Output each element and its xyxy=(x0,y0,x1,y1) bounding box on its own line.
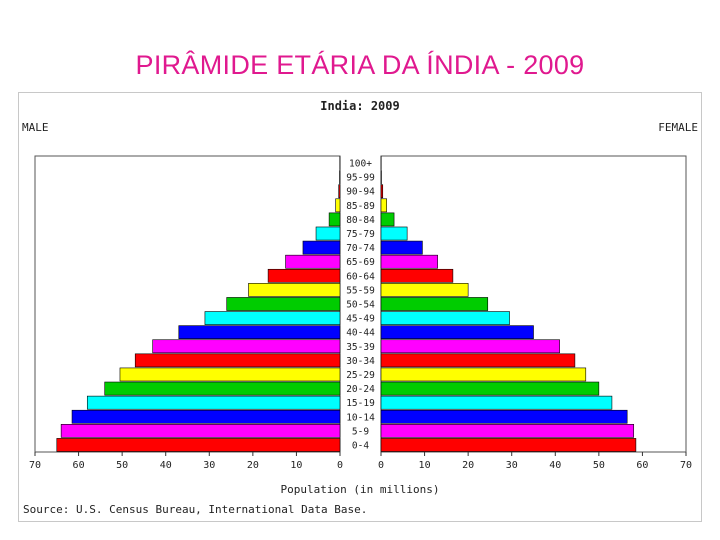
male-bar-20-24 xyxy=(104,381,341,396)
female-bar-70-74 xyxy=(380,240,423,255)
age-group-label: 5-9 xyxy=(352,426,369,437)
male-bar-70-74 xyxy=(302,240,341,255)
female-bar-45-49 xyxy=(380,311,510,325)
male-x-tick-label: 10 xyxy=(290,460,302,471)
male-bar-30-34 xyxy=(134,353,341,368)
female-bar-20-24 xyxy=(380,381,600,396)
male-bar-0-4 xyxy=(56,438,341,452)
female-bar-85-89 xyxy=(380,198,387,213)
male-bar-75-79 xyxy=(315,226,341,241)
male-bar-25-29 xyxy=(119,367,341,382)
female-bar-15-19 xyxy=(380,395,613,410)
female-label: FEMALE xyxy=(658,121,698,134)
female-bar-80-84 xyxy=(380,212,395,227)
male-bar-50-54 xyxy=(226,297,341,311)
female-bar-10-14 xyxy=(380,409,628,424)
chart-title: India: 2009 xyxy=(320,99,399,113)
age-group-label: 25-29 xyxy=(346,370,375,381)
male-bar-90-94 xyxy=(338,184,341,199)
female-bar-60-64 xyxy=(380,268,454,283)
age-group-label: 35-39 xyxy=(346,342,375,353)
age-group-label: 20-24 xyxy=(346,384,375,395)
age-group-label: 100+ xyxy=(349,159,372,170)
female-x-tick-label: 0 xyxy=(378,460,384,471)
male-x-tick-label: 50 xyxy=(116,460,128,471)
age-group-label: 55-59 xyxy=(346,285,375,296)
source-note: Source: U.S. Census Bureau, Internationa… xyxy=(23,503,367,516)
x-axis-label: Population (in millions) xyxy=(281,483,440,496)
male-bar-60-64 xyxy=(267,268,341,283)
female-bar-50-54 xyxy=(380,297,489,311)
female-x-tick-label: 60 xyxy=(636,460,648,471)
slide-title: PIRÂMIDE ETÁRIA DA ÍNDIA - 2009 xyxy=(135,50,585,80)
male-bar-85-89 xyxy=(335,198,341,213)
age-group-label: 90-94 xyxy=(346,187,375,198)
male-bar-40-44 xyxy=(178,325,341,340)
female-bar-55-59 xyxy=(380,283,469,297)
female-x-tick-label: 30 xyxy=(506,460,518,471)
female-x-tick-label: 70 xyxy=(680,460,692,471)
male-x-tick-label: 60 xyxy=(73,460,85,471)
female-bar-30-34 xyxy=(380,353,576,368)
age-group-label: 70-74 xyxy=(346,243,375,254)
male-x-tick-label: 30 xyxy=(203,460,215,471)
age-group-label: 60-64 xyxy=(346,271,375,282)
male-bar-10-14 xyxy=(71,409,341,424)
female-bar-65-69 xyxy=(380,254,438,269)
male-x-tick-label: 40 xyxy=(160,460,172,471)
female-bar-90-94 xyxy=(380,184,384,199)
male-bar-5-9 xyxy=(60,424,341,438)
age-group-label: 45-49 xyxy=(346,314,375,325)
female-x-tick-label: 10 xyxy=(419,460,431,471)
female-bar-75-79 xyxy=(380,226,408,241)
male-bar-45-49 xyxy=(204,311,341,325)
female-bar-35-39 xyxy=(380,339,560,354)
male-bar-15-19 xyxy=(86,395,341,410)
age-group-label: 40-44 xyxy=(346,328,375,339)
male-x-tick-label: 0 xyxy=(337,460,343,471)
male-bar-35-39 xyxy=(152,339,341,354)
female-x-tick-label: 50 xyxy=(593,460,605,471)
age-group-label: 85-89 xyxy=(346,201,375,212)
age-group-label: 10-14 xyxy=(346,412,375,423)
population-pyramid-figure: 0-4 5-9 10-14 15-19 20-24 25-29 30-34 35-39 40-4… xyxy=(18,92,702,522)
male-bar-55-59 xyxy=(248,283,341,297)
population-pyramid-chart: 0-4 5-9 10-14 15-19 20-24 25-29 30-34 35-39 40-4… xyxy=(22,99,698,516)
female-bar-0-4 xyxy=(380,438,637,452)
female-bar-25-29 xyxy=(380,367,587,382)
male-x-tick-label: 70 xyxy=(29,460,41,471)
male-label: MALE xyxy=(22,121,49,134)
male-bar-80-84 xyxy=(328,212,341,227)
age-group-label: 30-34 xyxy=(346,356,375,367)
age-group-label: 0-4 xyxy=(352,440,369,451)
female-x-tick-label: 40 xyxy=(549,460,561,471)
male-x-tick-label: 20 xyxy=(247,460,259,471)
female-x-tick-label: 20 xyxy=(462,460,474,471)
female-bar-5-9 xyxy=(380,424,635,438)
age-group-label: 95-99 xyxy=(346,173,375,184)
age-group-label: 80-84 xyxy=(346,215,375,226)
age-group-label: 50-54 xyxy=(346,300,375,311)
age-group-label: 15-19 xyxy=(346,398,375,409)
male-bar-65-69 xyxy=(285,254,341,269)
age-group-label: 65-69 xyxy=(346,257,375,268)
age-group-label: 75-79 xyxy=(346,229,375,240)
female-bar-40-44 xyxy=(380,325,534,340)
